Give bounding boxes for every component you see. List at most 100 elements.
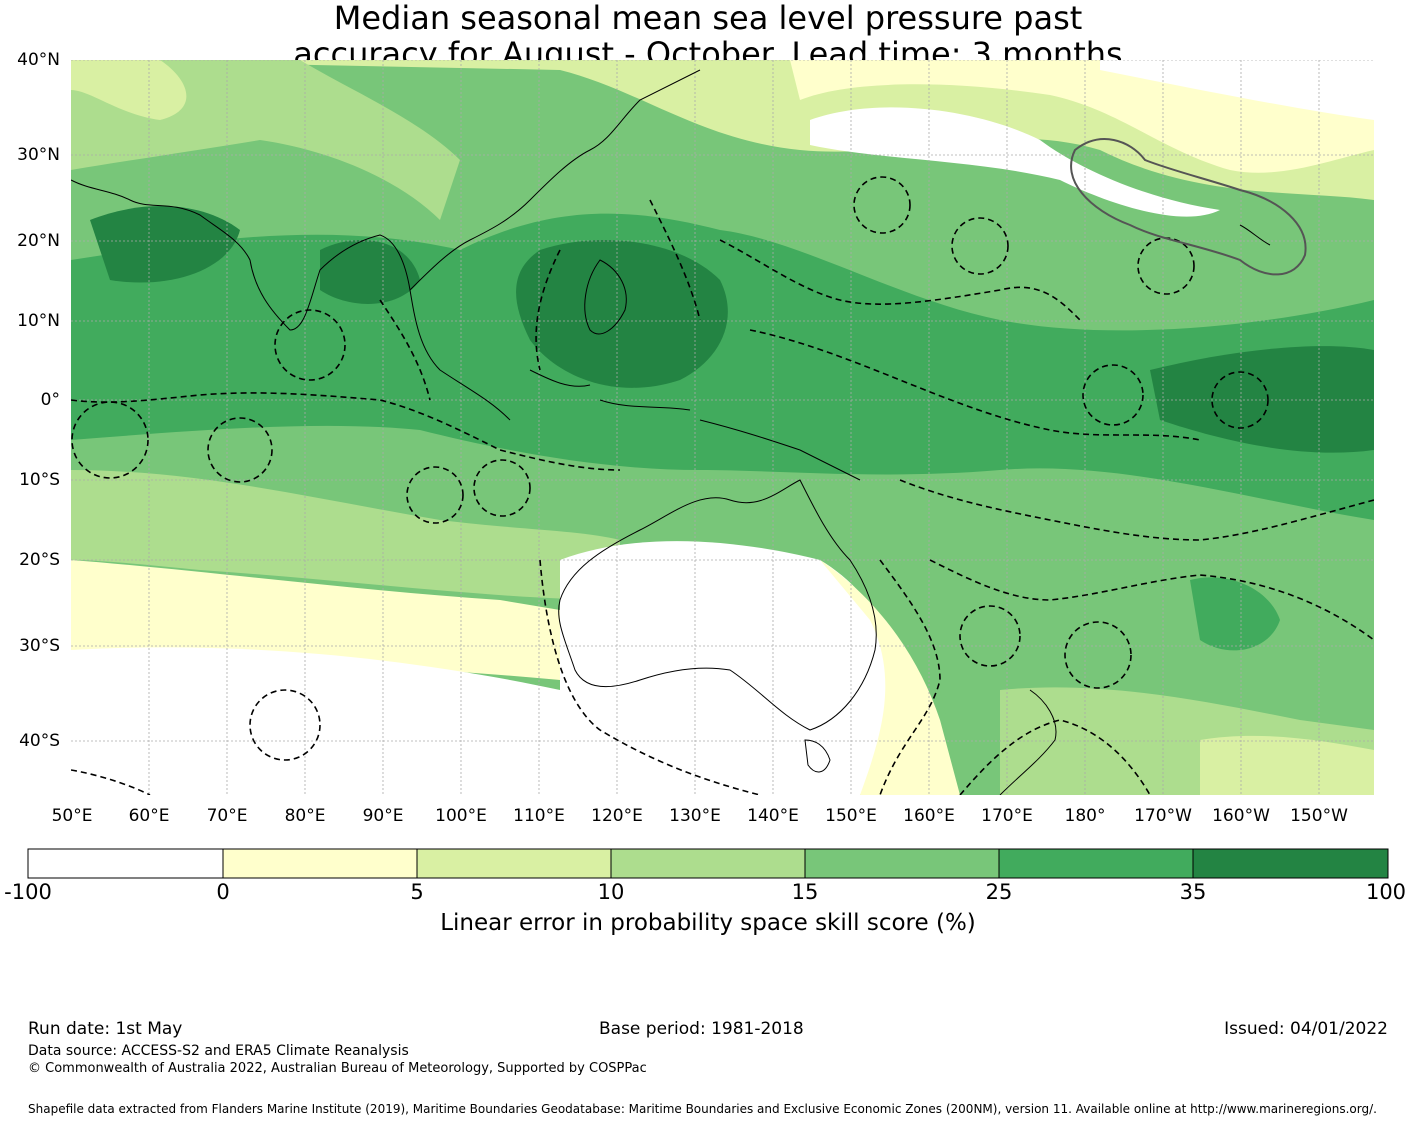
eez-circle (406, 466, 464, 524)
map-title: Median seasonal mean sea level pressure … (0, 0, 1416, 72)
eez-boundaries (71, 176, 1374, 795)
lon-label: 170°W (1134, 806, 1192, 826)
skill-zone-philippine-sea (516, 240, 728, 388)
shapefile-credit: Shapefile data extracted from Flanders M… (28, 1102, 1377, 1116)
colorbar-tick: 35 (1179, 880, 1207, 904)
eez-circle (249, 689, 321, 761)
skill-zone-bay-of-bengal (320, 240, 420, 304)
lon-label: 90°E (362, 806, 404, 826)
lon-label: 150°W (1290, 806, 1348, 826)
lon-label: 140°E (747, 806, 799, 826)
skill-zone-asia-light (71, 60, 187, 120)
coastline-east-asia (409, 69, 701, 291)
lat-label: 10°S (19, 470, 60, 490)
eez-line (71, 392, 621, 471)
colorbar-tick: 15 (791, 880, 819, 904)
colorbar-segment (28, 849, 223, 878)
lat-label: 30°S (19, 636, 60, 656)
colorbar-segment (999, 849, 1193, 878)
eez-line-north (719, 239, 1081, 321)
eez-nz (959, 719, 1151, 795)
colorbar-dividers (222, 849, 1194, 878)
lon-label: 110°E (513, 806, 565, 826)
eez-circle (959, 605, 1021, 667)
base-period: Base period: 1981-2018 (599, 1019, 804, 1039)
copyright: © Commonwealth of Australia 2022, Austra… (28, 1061, 647, 1076)
lat-label: 20°S (19, 550, 60, 570)
eez-circle (1211, 371, 1269, 429)
coastline-philippines (584, 259, 627, 335)
map-field (71, 60, 1374, 795)
skill-zone-south-pacific-dark (1190, 577, 1280, 651)
colorbar-frame (27, 848, 1389, 879)
colorbar-tick: 10 (597, 880, 625, 904)
eez-australia-west (539, 559, 761, 795)
hawaii-eez-outline (1070, 138, 1307, 276)
lon-label: 180° (1064, 806, 1106, 826)
eez-line-south-2 (929, 559, 1374, 641)
skill-zone-southern-ocean-white (71, 647, 560, 795)
colorbar-segment (805, 849, 999, 878)
colorbar-segment (1193, 849, 1388, 878)
eez-circle (473, 459, 531, 517)
issued-date: Issued: 04/01/2022 (1224, 1019, 1388, 1039)
colorbar-tick: -100 (4, 880, 52, 904)
colorbar (27, 848, 1389, 879)
colorbar-tick: 0 (216, 880, 230, 904)
lon-label: 80°E (284, 806, 326, 826)
skill-zone-central-pacific (1150, 346, 1374, 453)
eez-circle (274, 309, 346, 381)
eez-circle (853, 176, 911, 234)
eez-line-central (749, 329, 1201, 441)
skill-zone-north-white (810, 107, 1220, 217)
eez-sw (71, 769, 151, 795)
skill-zone-arabian-sea (90, 206, 240, 283)
colorbar-segment (417, 849, 611, 878)
eez-inner (379, 199, 701, 401)
coastline-new-zealand (999, 689, 1057, 795)
skill-zone-south-indian (71, 470, 620, 600)
coastline-tasmania (804, 739, 831, 773)
coastlines (71, 69, 1271, 795)
skill-zone-north-light (71, 60, 1374, 200)
run-date: Run date: 1st May (28, 1019, 183, 1039)
skill-zone-australia-white (560, 541, 900, 795)
lon-label: 160°W (1212, 806, 1270, 826)
eez-circle (207, 417, 273, 483)
coastline-hawaii (1239, 224, 1271, 246)
lat-label: 30°N (17, 145, 60, 165)
lat-label: 0° (40, 390, 60, 410)
eez-circle (1082, 364, 1144, 426)
coastline-south-asia (71, 179, 511, 421)
colorbar-segment (223, 849, 417, 878)
lon-label: 130°E (669, 806, 721, 826)
lat-label: 40°N (17, 50, 60, 70)
eez-circle (951, 217, 1009, 275)
eez-circle (1064, 621, 1132, 689)
colorbar-tick: 5 (410, 880, 424, 904)
eez-line-south (899, 479, 1374, 541)
lon-label: 100°E (435, 806, 487, 826)
coastline-indonesia (529, 369, 861, 481)
lon-label: 60°E (128, 806, 170, 826)
lon-label: 160°E (903, 806, 955, 826)
lat-label: 20°N (17, 231, 60, 251)
lon-label: 150°E (825, 806, 877, 826)
eez-australia-east (879, 559, 941, 795)
lat-label: 40°S (19, 731, 60, 751)
skill-zone-tasman-pale (820, 560, 960, 795)
colorbar-tick: 25 (985, 880, 1013, 904)
coastline-australia (558, 479, 877, 731)
skill-zone-south-pacific-edge (1200, 735, 1374, 795)
lon-label: 70°E (206, 806, 248, 826)
skill-zone-north-white-2 (1100, 60, 1374, 120)
eez-circle (71, 401, 149, 479)
colorbar-title: Linear error in probability space skill … (440, 910, 976, 936)
data-source: Data source: ACCESS-S2 and ERA5 Climate … (28, 1043, 409, 1059)
lon-label: 50°E (51, 806, 93, 826)
lat-label: 10°N (17, 311, 60, 331)
lon-label: 120°E (591, 806, 643, 826)
lon-label: 170°E (981, 806, 1033, 826)
title-line-1: Median seasonal mean sea level pressure … (333, 0, 1083, 37)
